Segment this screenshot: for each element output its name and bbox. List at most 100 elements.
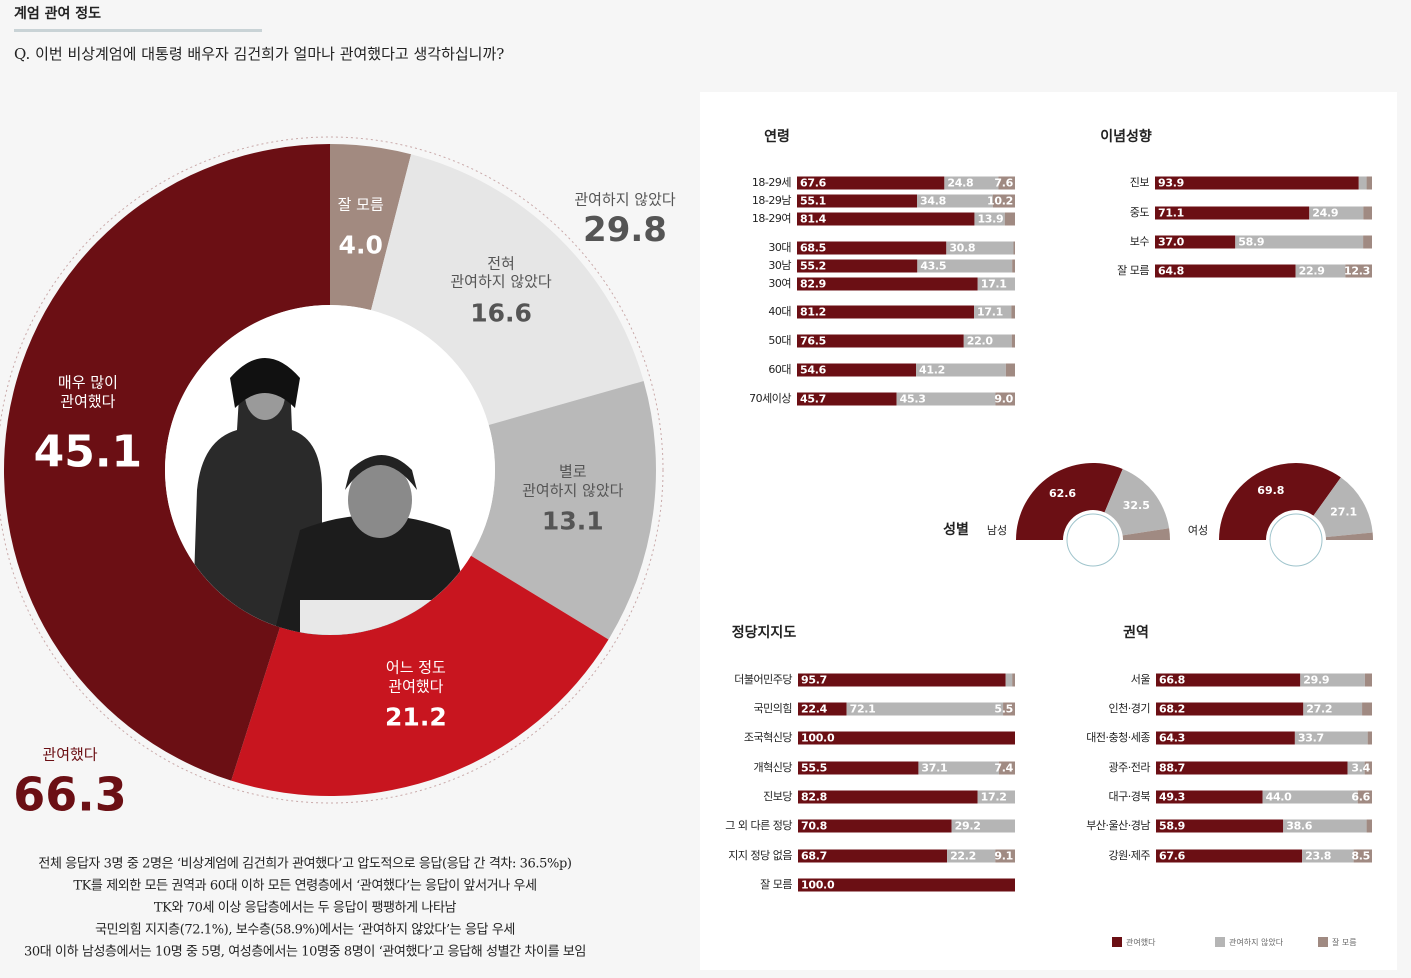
bar-segment (1309, 206, 1364, 220)
bar-value-label: 88.7 (1159, 762, 1185, 775)
question: Q. 이번 비상계엄에 대통령 배우자 김건희가 얼마나 관여했다고 생각하십니… (14, 45, 504, 63)
header-title: 계엄 관여 정도 (14, 5, 101, 22)
bar-segment (998, 176, 1015, 190)
bar-segment (798, 673, 1006, 687)
bar-value-label: 23.8 (1305, 850, 1331, 863)
half-donut-slice (1016, 463, 1123, 540)
bar-value-label: 24.9 (1312, 207, 1338, 220)
bar-segment (1295, 264, 1346, 278)
legend-swatch (1112, 937, 1122, 947)
bar-value-label: 67.6 (1159, 850, 1186, 863)
row-label: 부산·울산·경남 (1086, 819, 1150, 832)
annotation-label: 관여하지 않았다 (574, 190, 676, 209)
chart-title: 정당지지도 (732, 624, 797, 641)
bar-segment (1155, 206, 1310, 220)
bar-value-label: 30.8 (949, 242, 975, 255)
figure-woman (192, 365, 322, 635)
bar-value-label: 58.9 (1159, 820, 1185, 833)
bar-segment (797, 363, 917, 377)
row-label: 조국혁신당 (744, 731, 792, 744)
bar-segment (1353, 849, 1372, 863)
slice-category: 별로 관여하지 않았다 (522, 462, 624, 499)
bar-value-label: 3.4 (1351, 762, 1370, 775)
bar-segment (1155, 264, 1296, 278)
bar-value-label: 22.2 (950, 850, 976, 863)
bar-segment (995, 392, 1015, 406)
bar-value-label: 22.0 (967, 335, 994, 348)
bar-segment (1156, 849, 1303, 863)
bar-segment (1366, 176, 1372, 190)
bar-value-label: 44.0 (1266, 791, 1293, 804)
bar-segment (998, 761, 1015, 775)
bar-segment (1367, 731, 1372, 745)
bar-segment (963, 334, 1012, 348)
bar-segment (974, 212, 1005, 226)
bar-value-label: 37.1 (921, 762, 947, 775)
bar-segment (947, 849, 996, 863)
bar-value-label: 55.2 (800, 260, 826, 273)
figure-man-hair (345, 455, 417, 490)
bar-value-label: 76.5 (800, 335, 826, 348)
bar-value-label: 82.8 (801, 791, 827, 804)
bar-segment (1303, 702, 1363, 716)
half-donut-value: 32.5 (1123, 499, 1150, 512)
legend-label: 잘 모름 (1332, 938, 1357, 947)
bar-segment (992, 194, 1015, 208)
bar-segment (797, 194, 917, 208)
header-underline (14, 29, 262, 32)
slice-value: 21.2 (385, 702, 447, 732)
bar-value-label: 93.9 (1158, 177, 1184, 190)
donut (3, 144, 656, 796)
bar-segment (918, 761, 999, 775)
bar-segment (798, 819, 952, 833)
half-donut-hole-ring (1269, 513, 1323, 567)
note-line: 전체 응답자 3명 중 2명은 ‘비상계엄에 김건희가 관여했다’고 압도적으로… (38, 856, 571, 872)
bar-segment (798, 702, 847, 716)
bar-segment (951, 819, 1015, 833)
row-label: 보수 (1130, 235, 1150, 248)
bar-value-label: 37.0 (1158, 236, 1185, 249)
half-donut-value: 69.8 (1257, 484, 1284, 497)
row-label: 중도 (1130, 206, 1150, 219)
row-label: 광주·전라 (1109, 761, 1151, 774)
note-line: 30대 이하 남성층에서는 10명 중 5명, 여성층에서는 10명중 8명이 … (24, 944, 586, 960)
bar-value-label: 34.8 (920, 195, 946, 208)
legend-swatch (1215, 937, 1225, 947)
annotation-value: 66.3 (13, 767, 127, 822)
bar-segment (1347, 761, 1365, 775)
bar-value-label: 71.1 (1158, 207, 1184, 220)
half-donut-hole-ring (1066, 513, 1120, 567)
bar-value-label: 33.7 (1298, 732, 1324, 745)
bar-value-label: 68.2 (1159, 703, 1185, 716)
bar-value-label: 55.1 (800, 195, 826, 208)
bar-value-label: 82.9 (800, 278, 826, 291)
bar-segment (1362, 702, 1372, 716)
bar-value-label: 58.9 (1238, 236, 1264, 249)
slice-category: 어느 정도 관여했다 (385, 658, 446, 696)
bar-segment (1005, 363, 1015, 377)
bar-value-label: 100.0 (801, 732, 835, 745)
bar-value-label: 68.7 (801, 850, 827, 863)
bar-segment (797, 277, 978, 291)
row-label: 18-29남 (752, 194, 791, 207)
bar-segment (846, 702, 1004, 716)
bar-segment (797, 176, 945, 190)
slice-category: 잘 모름 (337, 195, 384, 214)
legend-label: 관여하지 않았다 (1229, 937, 1284, 947)
half-donut-slice (1313, 477, 1373, 538)
bar-value-label: 45.3 (900, 393, 926, 406)
bar-segment (1156, 819, 1284, 833)
row-label: 30남 (768, 259, 791, 272)
row-label: 진보 (1130, 176, 1150, 189)
notes: 전체 응답자 3명 중 2명은 ‘비상계엄에 김건희가 관여했다’고 압도적으로… (24, 856, 586, 960)
bar-value-label: 8.5 (1351, 850, 1370, 863)
bar-segment (1363, 206, 1372, 220)
row-label: 그 외 다른 정당 (725, 819, 792, 832)
donut-slice (231, 555, 609, 796)
bar-segment (1283, 819, 1367, 833)
bar-segment (1300, 673, 1365, 687)
annotation-value: 29.8 (583, 209, 667, 250)
bar-segment (1345, 264, 1372, 278)
annotation-label: 관여했다 (42, 745, 98, 764)
